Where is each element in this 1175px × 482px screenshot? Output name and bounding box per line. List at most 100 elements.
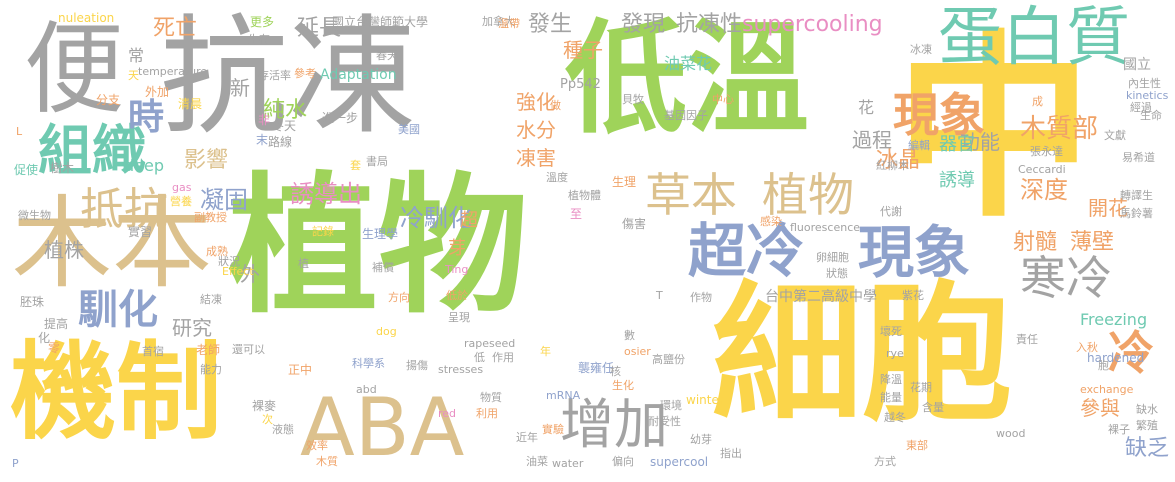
- word-cloud-word: 木本: [12, 185, 212, 302]
- word-cloud-word: deep: [124, 156, 164, 175]
- word-cloud-word: 傷害: [622, 217, 647, 231]
- word-cloud-word: 天: [128, 69, 139, 82]
- word-cloud-word: 至: [570, 207, 583, 221]
- word-cloud-word: 國立台灣師範大學: [332, 15, 429, 29]
- word-cloud-word: 指出: [720, 447, 742, 460]
- word-cloud-word: 作物: [690, 291, 712, 304]
- word-cloud-word: 環境: [660, 399, 682, 412]
- word-cloud-word: 數: [624, 329, 635, 342]
- word-cloud-word: 增加: [560, 393, 668, 456]
- word-cloud-word: 油菜花: [664, 54, 713, 73]
- word-cloud-word: nuleation: [58, 11, 115, 25]
- word-cloud-word: water: [552, 457, 584, 470]
- word-cloud-word: 國立: [1123, 57, 1151, 73]
- word-cloud-word: 植: [298, 257, 309, 270]
- word-cloud-word: 紅柳木: [876, 159, 909, 172]
- word-cloud-word: 液態: [272, 423, 294, 436]
- word-cloud-word: temperature: [138, 65, 208, 78]
- word-cloud-word: 紫花: [902, 289, 924, 302]
- word-cloud-word: 入秋: [1076, 341, 1098, 354]
- word-cloud-word: 現象: [893, 88, 985, 142]
- word-cloud-word: supercooling: [742, 12, 883, 37]
- word-cloud-word: 實習: [128, 225, 153, 239]
- word-cloud-word: P: [12, 457, 19, 470]
- word-cloud-word: 蛋白質: [938, 1, 1130, 75]
- word-cloud-word: 抗凍性: [676, 12, 743, 37]
- word-cloud-word: 揚傷: [406, 359, 428, 372]
- word-cloud-word: red: [438, 407, 457, 420]
- word-cloud-word: 中: [895, 13, 1093, 244]
- word-cloud-word: 冰晶: [876, 148, 921, 173]
- word-cloud-word: 新: [230, 76, 250, 100]
- word-cloud-word: Freezing: [1080, 310, 1148, 329]
- word-cloud-word: 結凍: [200, 293, 222, 306]
- word-cloud-word: 文獻: [1104, 129, 1126, 142]
- word-cloud-word: 方向: [388, 291, 410, 304]
- word-cloud-word: 首宿: [142, 345, 164, 358]
- word-cloud-word: 高鹽份: [652, 353, 685, 366]
- word-cloud-word: 冰凍: [910, 43, 932, 56]
- word-cloud-word: 降溫: [880, 373, 902, 386]
- word-cloud-word: 非: [258, 113, 271, 127]
- word-cloud-word: 低溫: [565, 8, 809, 150]
- word-cloud-word: 基因因子: [664, 109, 708, 122]
- word-cloud-word: 耐受性: [648, 415, 681, 428]
- word-cloud-word: osier: [624, 345, 651, 358]
- word-cloud-word: 超: [460, 210, 478, 231]
- word-cloud-word: 機制: [10, 331, 222, 454]
- word-cloud-word: 易希道: [1122, 151, 1155, 164]
- word-cloud-word: 延長: [297, 16, 342, 41]
- word-cloud-word: 成: [1032, 95, 1043, 108]
- word-cloud-word: 缺乏: [1125, 436, 1170, 461]
- word-cloud-word: 射髓: [1013, 230, 1058, 255]
- word-cloud-word: 貝牧: [622, 93, 644, 106]
- word-cloud-word: 呈現: [448, 311, 470, 324]
- word-cloud-word: 馬鈴薯: [1120, 207, 1153, 220]
- word-cloud-word: 胞: [1098, 359, 1109, 372]
- word-cloud-word: 開花: [1088, 196, 1128, 220]
- word-cloud-word: 組織: [38, 119, 146, 182]
- word-cloud-word: 經過: [1130, 101, 1152, 114]
- word-cloud-word: 存活率: [258, 69, 291, 82]
- word-cloud-word: Ceccardi: [1018, 163, 1066, 176]
- word-cloud-word: L: [16, 125, 23, 138]
- word-cloud-word: dog: [376, 325, 397, 338]
- word-cloud-word: 植物: [762, 168, 854, 222]
- word-cloud-word: stresses: [438, 363, 484, 376]
- word-cloud-word: 利用: [476, 407, 498, 420]
- word-cloud-word: 參與: [1080, 396, 1120, 420]
- word-cloud-word: 發現: [621, 12, 666, 37]
- word-cloud-word: 低於: [446, 289, 468, 302]
- word-cloud-word: 卵細胞: [816, 251, 849, 264]
- word-cloud-word: 感染: [760, 215, 782, 228]
- word-cloud-word: Adaptation: [320, 67, 397, 83]
- word-cloud-word: 花期: [910, 381, 932, 394]
- word-cloud-word: rapeseed: [464, 337, 516, 350]
- word-cloud-word: 溫度: [546, 171, 568, 184]
- word-cloud-word: 中心: [712, 93, 734, 106]
- word-cloud-word: 含量: [922, 401, 944, 414]
- word-cloud-word: 轉譯生: [1120, 189, 1153, 202]
- word-cloud-word: 內生性: [1128, 77, 1161, 90]
- word-cloud-word: Ting: [445, 263, 469, 276]
- word-cloud-word: 寒冷: [1020, 251, 1112, 305]
- word-cloud-word: 影響: [184, 148, 229, 173]
- word-cloud-word: 生理學: [362, 227, 399, 241]
- word-cloud-word: 裸麥: [252, 399, 277, 413]
- word-cloud-word: 馴化: [78, 287, 158, 333]
- word-cloud-word: Effect: [222, 265, 254, 278]
- word-cloud-word: 抵抗: [80, 184, 168, 235]
- word-cloud-word: 正中: [288, 363, 313, 377]
- word-cloud-word: 深度: [1020, 176, 1068, 204]
- word-cloud-word: 狀態: [826, 267, 848, 280]
- word-cloud-word: 微生物: [18, 209, 51, 222]
- word-cloud-word: 能力: [200, 363, 222, 376]
- word-cloud-word: 促使: [14, 163, 39, 177]
- word-cloud-word: 更多: [250, 15, 275, 29]
- word-cloud-word: 胚珠: [20, 295, 45, 309]
- word-cloud-word: 發生: [528, 12, 573, 37]
- word-cloud-word: 常: [128, 46, 145, 65]
- word-cloud-word: 冷馴化: [400, 204, 472, 232]
- word-cloud-word: 器官: [939, 134, 975, 155]
